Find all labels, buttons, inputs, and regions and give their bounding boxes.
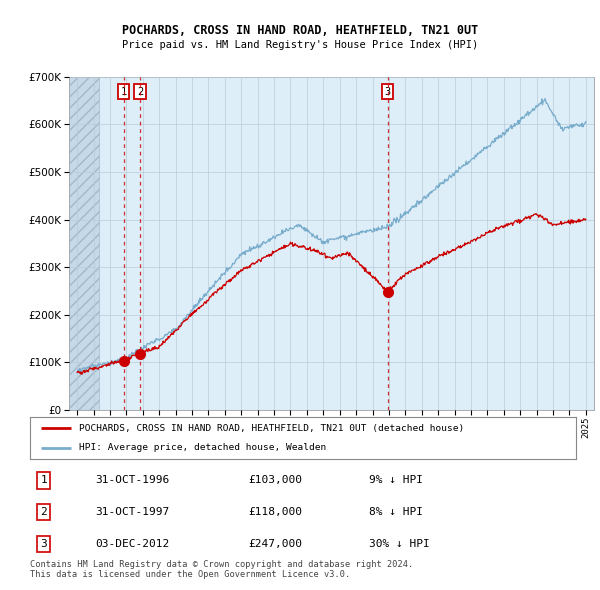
Text: £118,000: £118,000 — [248, 507, 302, 517]
Text: This data is licensed under the Open Government Licence v3.0.: This data is licensed under the Open Gov… — [30, 571, 350, 579]
Text: £103,000: £103,000 — [248, 476, 302, 486]
Text: POCHARDS, CROSS IN HAND ROAD, HEATHFIELD, TN21 0UT (detached house): POCHARDS, CROSS IN HAND ROAD, HEATHFIELD… — [79, 424, 464, 432]
Text: 2: 2 — [40, 507, 47, 517]
Text: 1: 1 — [40, 476, 47, 486]
Text: Price paid vs. HM Land Registry's House Price Index (HPI): Price paid vs. HM Land Registry's House … — [122, 40, 478, 50]
Text: 1: 1 — [121, 87, 127, 97]
Text: £247,000: £247,000 — [248, 539, 302, 549]
Text: 3: 3 — [40, 539, 47, 549]
Text: HPI: Average price, detached house, Wealden: HPI: Average price, detached house, Weal… — [79, 443, 326, 452]
Text: 31-OCT-1996: 31-OCT-1996 — [95, 476, 170, 486]
Text: 03-DEC-2012: 03-DEC-2012 — [95, 539, 170, 549]
Text: 3: 3 — [385, 87, 391, 97]
Text: 8% ↓ HPI: 8% ↓ HPI — [368, 507, 422, 517]
Bar — [69, 77, 98, 410]
Text: 9% ↓ HPI: 9% ↓ HPI — [368, 476, 422, 486]
Text: 30% ↓ HPI: 30% ↓ HPI — [368, 539, 429, 549]
Text: 31-OCT-1997: 31-OCT-1997 — [95, 507, 170, 517]
Text: Contains HM Land Registry data © Crown copyright and database right 2024.: Contains HM Land Registry data © Crown c… — [30, 560, 413, 569]
Text: 2: 2 — [137, 87, 143, 97]
Text: POCHARDS, CROSS IN HAND ROAD, HEATHFIELD, TN21 0UT: POCHARDS, CROSS IN HAND ROAD, HEATHFIELD… — [122, 24, 478, 37]
